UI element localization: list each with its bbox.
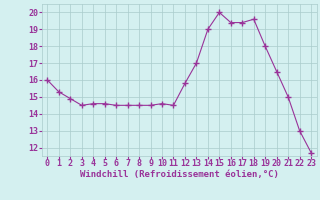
X-axis label: Windchill (Refroidissement éolien,°C): Windchill (Refroidissement éolien,°C) [80,170,279,179]
